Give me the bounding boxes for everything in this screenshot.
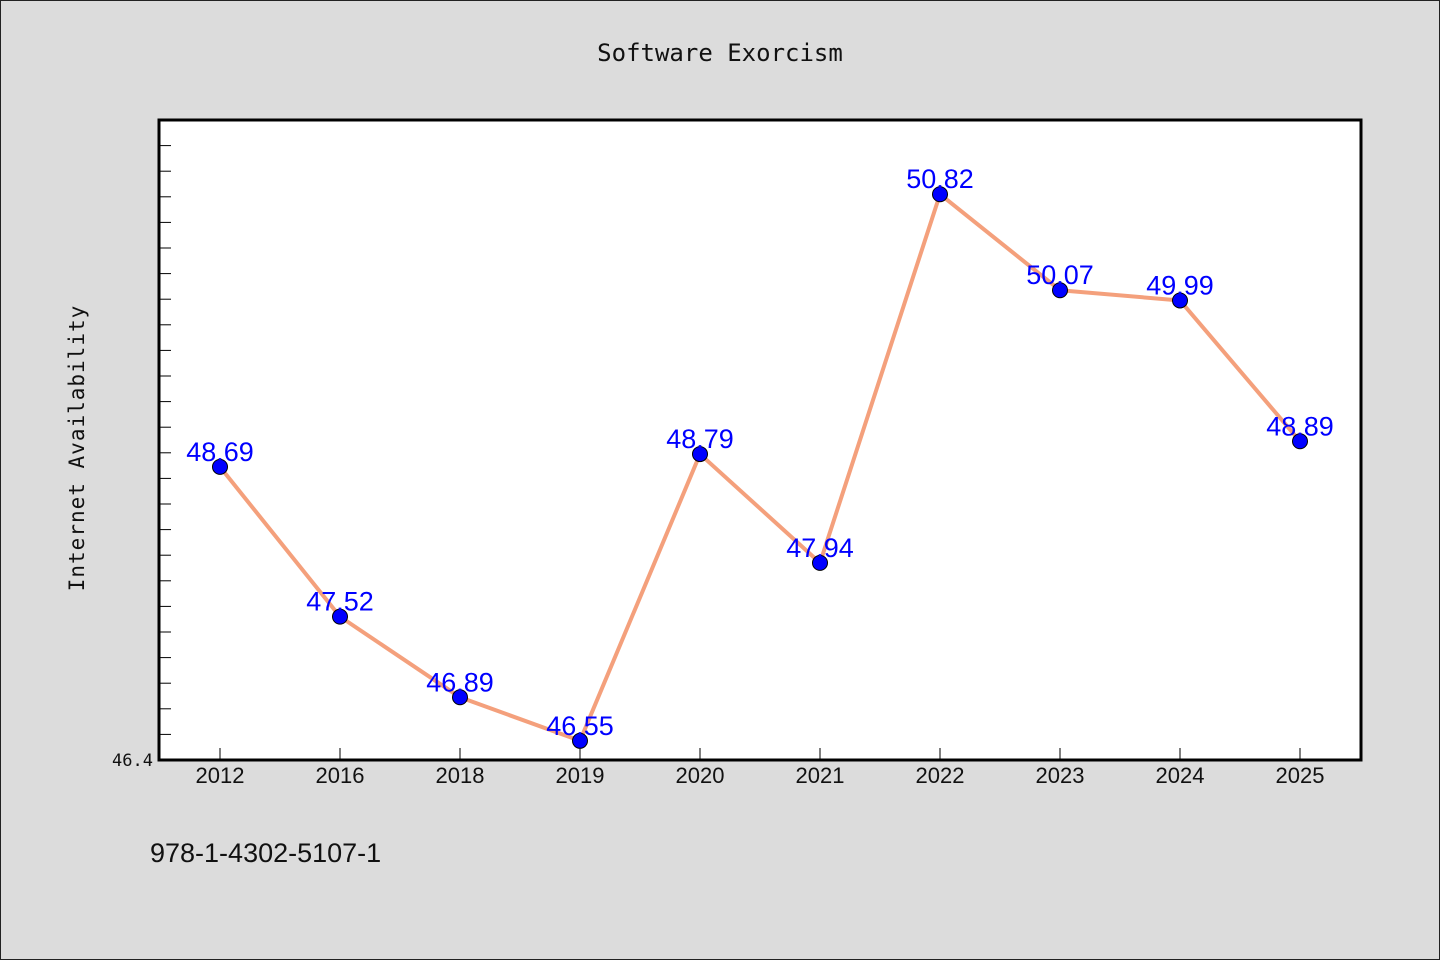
data-point [692, 446, 708, 463]
data-label: 48.89 [1266, 411, 1334, 441]
plot-area [157, 118, 1363, 762]
data-point [1172, 292, 1188, 309]
data-label: 46.89 [426, 667, 494, 697]
x-tick-label: 2016 [316, 763, 365, 788]
data-point [1292, 433, 1308, 450]
data-label: 47.94 [786, 533, 854, 563]
data-point [932, 186, 948, 203]
x-tick-label: 2024 [1156, 763, 1205, 788]
data-label: 47.52 [306, 587, 374, 617]
data-point [452, 689, 468, 706]
data-label: 46.55 [546, 711, 614, 741]
x-tick-label: 2012 [196, 763, 245, 788]
footer-note: 978-1-4302-5107-1 [150, 838, 381, 868]
x-tick-label: 2022 [916, 763, 965, 788]
x-tick-label: 2025 [1276, 763, 1325, 788]
x-tick-label: 2021 [796, 763, 845, 788]
data-point [572, 732, 588, 749]
data-label: 48.69 [186, 437, 254, 467]
data-label: 50.07 [1026, 260, 1094, 290]
data-point [332, 608, 348, 625]
data-point [1052, 282, 1068, 299]
x-tick-label: 2018 [436, 763, 485, 788]
y-axis-label: Internet Availability [65, 305, 89, 592]
x-axis-ticks: 2012 2016 2018 2019 2020 2021 2022 2023 2024 2025 [196, 748, 1325, 788]
x-tick-label: 2019 [556, 763, 605, 788]
data-label: 50.82 [906, 164, 974, 194]
chart-title: Software Exorcism [597, 39, 843, 67]
y-tick-label: 46.4 [112, 751, 153, 771]
x-tick-label: 2020 [676, 763, 725, 788]
series-line [218, 192, 1302, 743]
x-tick-label: 2023 [1036, 763, 1085, 788]
y-axis-ticks: 46.4 [112, 145, 171, 771]
data-label: 48.79 [666, 424, 734, 454]
series-line-group: 48.69 47.52 46.89 46.55 48.79 47.94 50.82 50.07… [186, 164, 1334, 749]
data-label: 49.99 [1146, 270, 1214, 300]
data-point [212, 458, 228, 475]
data-point [812, 554, 828, 571]
